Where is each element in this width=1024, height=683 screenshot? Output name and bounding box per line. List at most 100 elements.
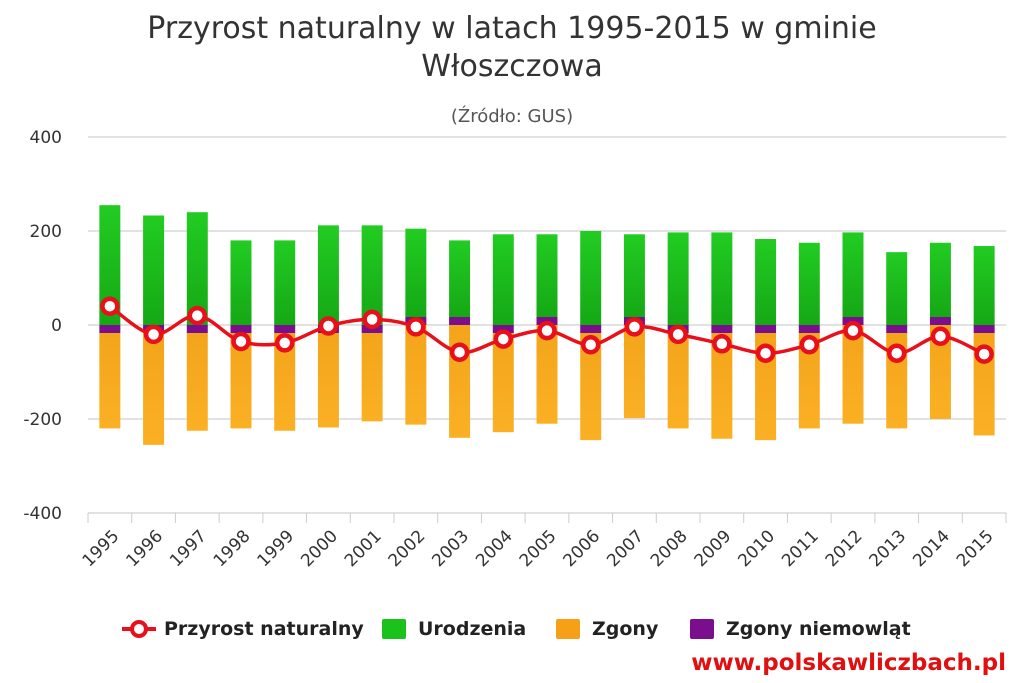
bar-zgony (143, 333, 165, 445)
bar-urodzenia (798, 242, 820, 325)
legend-item-urodzenia[interactable]: Urodzenia (382, 614, 526, 644)
purple-swatch-icon (690, 619, 714, 639)
bar-zgony-niemowlat (580, 325, 602, 333)
bar-zgony-niemowlat (449, 317, 471, 325)
bar-urodzenia (711, 232, 733, 325)
chart-subtitle: (Źródło: GUS) (450, 106, 574, 127)
bar-zgony-niemowlat (755, 325, 777, 333)
bar-urodzenia (186, 212, 208, 325)
x-tick-label: 2000 (297, 526, 342, 571)
bar-urodzenia (449, 240, 471, 317)
green-swatch-icon (382, 619, 406, 639)
x-tick-label: 2008 (647, 526, 692, 571)
bar-zgony-niemowlat (99, 325, 121, 333)
bar-urodzenia (317, 225, 339, 325)
bar-urodzenia (405, 228, 427, 317)
x-tick-label: 1995 (79, 526, 124, 571)
chart-title-line-2: Włoszczowa (421, 49, 603, 84)
bar-urodzenia (755, 238, 777, 325)
bar-urodzenia (230, 240, 252, 325)
bar-zgony (798, 333, 820, 429)
x-tick-label: 1998 (210, 526, 255, 571)
x-tick-label: 2004 (472, 526, 517, 571)
point-przyrost-naturalny (974, 344, 994, 364)
chart-title-line-1: Przyrost naturalny w latach 1995-2015 w … (147, 11, 877, 46)
bar-urodzenia (99, 205, 121, 325)
y-tick-label: 200 (30, 222, 62, 242)
bar-urodzenia (929, 242, 951, 317)
chart-title: Przyrost naturalny w latach 1995-2015 w … (0, 10, 1024, 86)
bar-zgony (623, 325, 645, 419)
x-tick-label: 1997 (166, 526, 211, 571)
point-przyrost-naturalny (537, 320, 557, 341)
point-przyrost-naturalny (668, 324, 688, 345)
bar-urodzenia (492, 234, 514, 325)
point-przyrost-naturalny (799, 334, 820, 355)
bar-urodzenia (361, 225, 383, 325)
x-tick-label: 2002 (385, 526, 430, 571)
y-tick-label: -400 (23, 504, 62, 524)
bar-urodzenia (623, 234, 645, 317)
point-przyrost-naturalny (274, 333, 295, 353)
bar-urodzenia (667, 232, 689, 325)
bar-zgony (929, 325, 951, 419)
bar-urodzenia (536, 234, 558, 317)
legend-label-przyrost: Przyrost naturalny (164, 618, 364, 640)
bar-zgony (536, 325, 558, 424)
x-tick-label: 2005 (516, 526, 561, 571)
point-przyrost-naturalny (143, 324, 164, 345)
legend-item-zgony-niemowlat[interactable]: Zgony niemowląt (690, 614, 911, 644)
bar-urodzenia (842, 232, 864, 317)
legend-item-przyrost[interactable]: Przyrost naturalny (122, 614, 364, 644)
point-przyrost-naturalny (580, 334, 601, 355)
x-tick-label: 1999 (254, 526, 299, 571)
point-przyrost-naturalny (930, 326, 951, 347)
x-tick-label: 1996 (122, 526, 167, 571)
line-marker-icon (122, 619, 156, 639)
point-przyrost-naturalny (187, 305, 208, 326)
x-tick-label: 2012 (822, 526, 867, 571)
point-przyrost-naturalny (231, 331, 251, 352)
source-credit[interactable]: www.polskawliczbach.pl (691, 650, 1006, 676)
legend-label-zgony-niemowlat: Zgony niemowląt (726, 618, 911, 640)
point-przyrost-naturalny (886, 343, 907, 363)
bar-zgony-niemowlat (230, 325, 252, 333)
point-przyrost-naturalny (362, 309, 382, 330)
bar-zgony-niemowlat (886, 325, 908, 333)
x-tick-label: 2010 (734, 526, 779, 571)
bar-urodzenia (886, 252, 908, 325)
bar-zgony (492, 333, 514, 433)
bar-zgony-niemowlat (274, 325, 296, 333)
point-przyrost-naturalny (624, 317, 645, 337)
bar-zgony (274, 333, 296, 431)
y-tick-label: -200 (23, 410, 62, 430)
bar-urodzenia (143, 215, 165, 325)
x-tick-label: 2003 (428, 526, 473, 571)
bar-zgony (667, 333, 689, 429)
bar-zgony (361, 333, 383, 422)
bar-zgony-niemowlat (798, 325, 820, 333)
point-przyrost-naturalny (843, 320, 863, 341)
point-przyrost-naturalny (712, 334, 732, 354)
bar-zgony (711, 333, 733, 439)
legend-label-zgony: Zgony (592, 618, 659, 640)
x-tick-label: 2001 (341, 526, 386, 571)
x-tick-label: 2013 (866, 526, 911, 571)
point-przyrost-naturalny (449, 342, 470, 363)
x-tick-label: 2007 (603, 526, 648, 571)
x-tick-label: 2014 (909, 526, 954, 571)
bar-zgony (186, 333, 208, 431)
bar-zgony (405, 325, 427, 425)
bar-zgony-niemowlat (973, 325, 995, 333)
x-tick-label: 2011 (778, 526, 823, 571)
bar-zgony-niemowlat (492, 325, 514, 333)
point-przyrost-naturalny (755, 343, 776, 363)
bar-zgony-niemowlat (929, 317, 951, 325)
legend-item-zgony[interactable]: Zgony (556, 614, 658, 644)
bar-zgony (230, 333, 252, 429)
bar-urodzenia (580, 231, 602, 325)
x-tick-label: 2009 (691, 526, 736, 571)
bar-urodzenia (973, 246, 995, 325)
bar-zgony (317, 333, 339, 428)
